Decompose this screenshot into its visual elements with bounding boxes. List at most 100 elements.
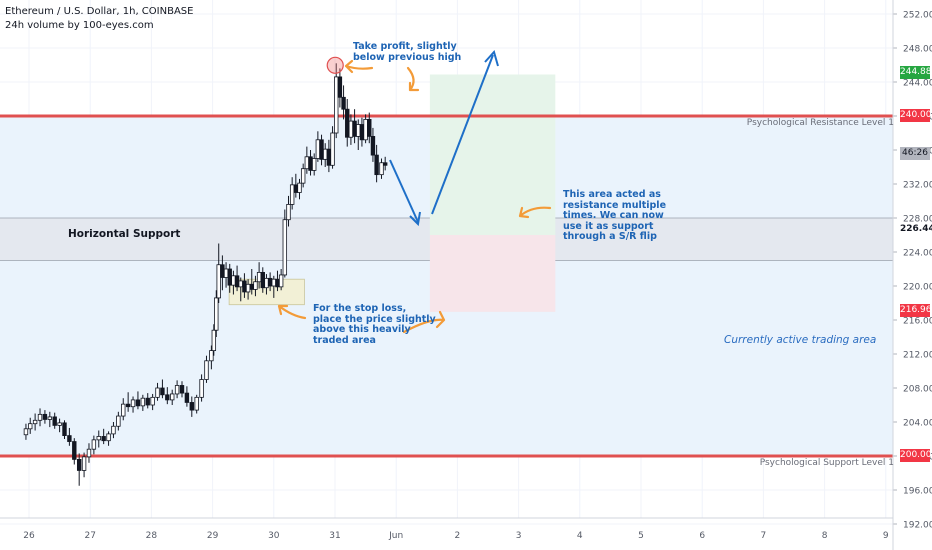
candle-body — [293, 184, 299, 193]
candle-body — [234, 275, 240, 288]
candle-body — [150, 396, 155, 406]
candle-body — [32, 419, 38, 425]
candle-body — [28, 423, 33, 430]
orange-arrow-stop-loss — [277, 304, 307, 320]
candle-body — [348, 120, 354, 138]
candle-body — [52, 416, 57, 426]
time-tick-label: 2 — [455, 531, 461, 541]
time-tick-label: 8 — [822, 531, 828, 541]
candle-body — [370, 135, 376, 156]
candle-body — [260, 271, 265, 289]
time-tick-label: 5 — [638, 531, 644, 541]
candle-body — [256, 271, 262, 283]
candle-body — [155, 387, 160, 398]
time-tick-label: 31 — [329, 531, 340, 541]
drawings — [277, 49, 552, 334]
candle-body — [62, 422, 67, 437]
candle-body — [345, 108, 350, 138]
candle-body — [220, 264, 225, 278]
price-tick-label: 204.00 — [903, 419, 932, 429]
candle-body — [249, 283, 254, 290]
horizontal-support-label: Horizontal Support — [68, 228, 181, 240]
candle-body — [116, 415, 121, 427]
candle-body — [214, 297, 219, 331]
indicator-label: 24h volume by 100-eyes.com — [5, 20, 154, 31]
orange-arrow-sr-flip — [518, 206, 552, 219]
candle-body — [227, 268, 232, 286]
candle-body — [315, 139, 321, 159]
candle-body — [184, 392, 190, 403]
down-arrow-line — [389, 159, 419, 223]
candle-body — [216, 264, 221, 299]
candle-body — [337, 76, 343, 98]
time-tick-label: 9 — [883, 531, 889, 541]
candle-body — [86, 448, 92, 458]
candle-body — [308, 156, 313, 171]
price-tick-label: 220.00 — [903, 283, 932, 293]
price-tick-label: 192.00 — [903, 521, 932, 531]
price-tick-label: 224.00 — [903, 249, 932, 259]
candle-body — [300, 168, 306, 184]
candle-body — [170, 393, 175, 401]
candle-body — [76, 458, 82, 471]
candle-body — [135, 399, 141, 407]
candle-body — [101, 436, 106, 442]
candle-body — [211, 329, 217, 352]
up-arrow-head — [484, 49, 499, 67]
candle-body — [319, 139, 324, 160]
candle-body — [209, 350, 214, 362]
candle-body — [286, 203, 291, 221]
candle-body — [363, 119, 368, 141]
candle-body — [223, 268, 229, 278]
candle-body — [341, 96, 346, 110]
candle-body — [165, 394, 170, 401]
sr-flip-note: This area acted as resistance multiple t… — [563, 189, 667, 242]
resistance-price-badge: 240.00 — [900, 109, 932, 122]
candle-body — [145, 397, 150, 406]
candle-body — [275, 278, 280, 288]
price-tick-label: 196.00 — [903, 487, 932, 497]
candle-body — [96, 436, 101, 441]
orange-swoosh-1 — [406, 66, 420, 92]
candle-body — [121, 403, 126, 417]
time-tick-label: 6 — [699, 531, 705, 541]
time-axis[interactable]: 26 27 28 29 30 31 Jun 2 3 4 5 6 7 8 9 — [0, 517, 893, 541]
price-tick-label: 252.00 — [903, 11, 932, 21]
candle-body — [231, 275, 236, 286]
price-tick-label: 248.00 — [903, 45, 932, 55]
candle-body — [199, 379, 204, 398]
time-tick-label: Jun — [388, 531, 403, 541]
candle-body — [111, 425, 116, 435]
candle-body — [160, 387, 165, 396]
price-tick-label: 212.00 — [903, 351, 932, 361]
active-area-note: Currently active trading area — [724, 334, 877, 346]
price-tick-label: 232.00 — [903, 181, 932, 191]
support-price-badge: 200.00 — [900, 449, 932, 462]
candle-body — [359, 124, 365, 141]
candle-body — [253, 281, 258, 290]
candle-body — [352, 120, 357, 137]
candle-body — [330, 132, 335, 166]
candle-body — [326, 148, 332, 166]
price-tick-label: 208.00 — [903, 385, 932, 395]
candle-body — [367, 119, 372, 137]
up-arrow-line — [431, 54, 494, 215]
candle-body — [72, 441, 77, 460]
candle-body — [289, 184, 295, 205]
time-tick-label: 4 — [577, 531, 583, 541]
candle-body — [91, 439, 97, 450]
candle-body — [267, 277, 273, 287]
resistance-level-label: Psychological Resistance Level 1 — [746, 118, 894, 128]
stop-loss-note: For the stop loss, place the price sligh… — [313, 303, 436, 346]
candle-body — [42, 413, 48, 420]
candle-body — [334, 76, 339, 134]
candle-body — [271, 278, 276, 287]
candle-body — [23, 428, 29, 436]
support-level-label: Psychological Support Level 1 — [759, 458, 894, 468]
candle-body — [238, 280, 243, 288]
candles — [23, 63, 388, 486]
price-tick-label: 216.00 — [903, 317, 932, 327]
candle-body — [67, 435, 72, 442]
candle-body — [379, 162, 384, 176]
